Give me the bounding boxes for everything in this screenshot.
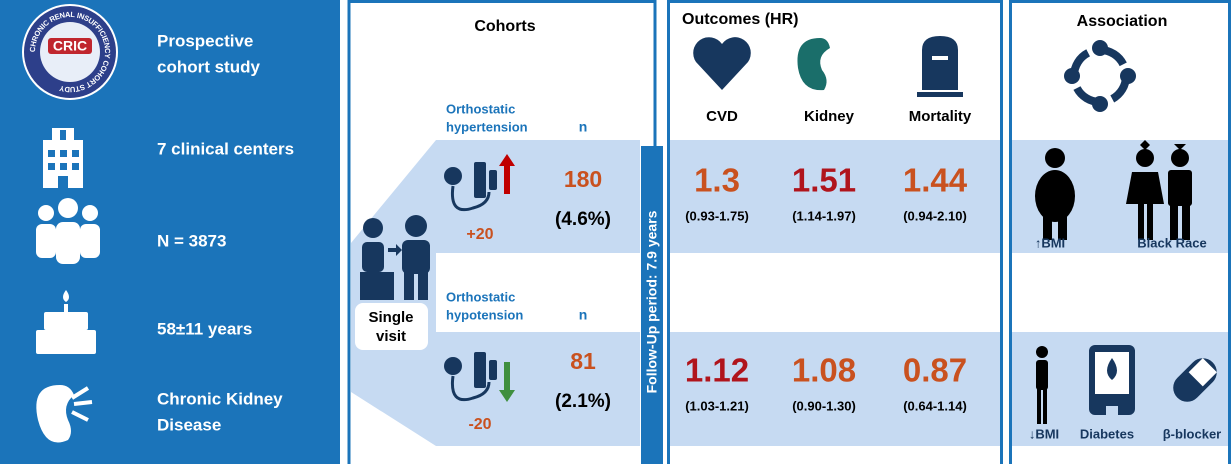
confidence-interval: (0.94-2.10) [903,208,967,223]
left-item: Chronic Kidney [157,389,283,408]
left-item: 7 clinical centers [157,139,294,158]
n: 180 [564,166,602,192]
association-label: Black Race [1137,235,1206,250]
left-item: Disease [157,415,221,434]
association-label: ↑BMI [1035,235,1065,250]
change: -20 [468,416,491,433]
association-label: β-blocker [1163,426,1222,441]
confidence-interval: (0.90-1.30) [792,398,856,413]
hazard-ratio: 1.3 [694,162,740,199]
outcome-column: Mortality [909,108,972,125]
hazard-ratio: 0.87 [903,352,967,389]
hazard-ratio: 1.51 [792,162,856,199]
pct: (2.1%) [555,391,611,412]
hazard-ratio: 1.12 [685,352,749,389]
n-header: n [579,307,588,323]
infographic: CHRONIC RENAL INSUFFICIENCY COHORT STUDY… [0,0,1231,464]
hazard-ratio: 1.44 [903,162,968,199]
logo-abbr: CRIC [53,38,87,54]
group-label: hypotension [446,307,523,322]
follow-up: Follow-Up period: 7.9 years [644,210,660,393]
single-visit: Single [368,309,413,326]
outcome-column: Kidney [804,108,855,125]
left-item: N = 3873 [157,231,226,250]
association-label: ↓BMI [1029,426,1059,441]
association-title: Association [1077,13,1168,30]
left-item: 58±11 years [157,319,252,338]
confidence-interval: (0.93-1.75) [685,208,749,223]
confidence-interval: (1.14-1.97) [792,208,856,223]
association-label: Diabetes [1080,426,1134,441]
single-visit: visit [376,328,406,345]
outcome-column: CVD [706,108,738,125]
logo: CHRONIC RENAL INSUFFICIENCY COHORT STUDY… [23,5,117,99]
cohorts-title: Cohorts [474,18,535,35]
pct: (4.6%) [555,209,611,230]
n-header: n [579,119,588,135]
left-item: cohort study [157,57,260,76]
n: 81 [570,348,596,374]
hazard-ratio: 1.08 [792,352,856,389]
group-label: Orthostatic [446,289,515,304]
left-item: Prospective [157,31,253,50]
group-label: hypertension [446,119,528,134]
confidence-interval: (0.64-1.14) [903,398,967,413]
group-label: Orthostatic [446,101,515,116]
confidence-interval: (1.03-1.21) [685,398,749,413]
outcomes-title: Outcomes (HR) [682,11,798,28]
change: +20 [466,226,493,243]
